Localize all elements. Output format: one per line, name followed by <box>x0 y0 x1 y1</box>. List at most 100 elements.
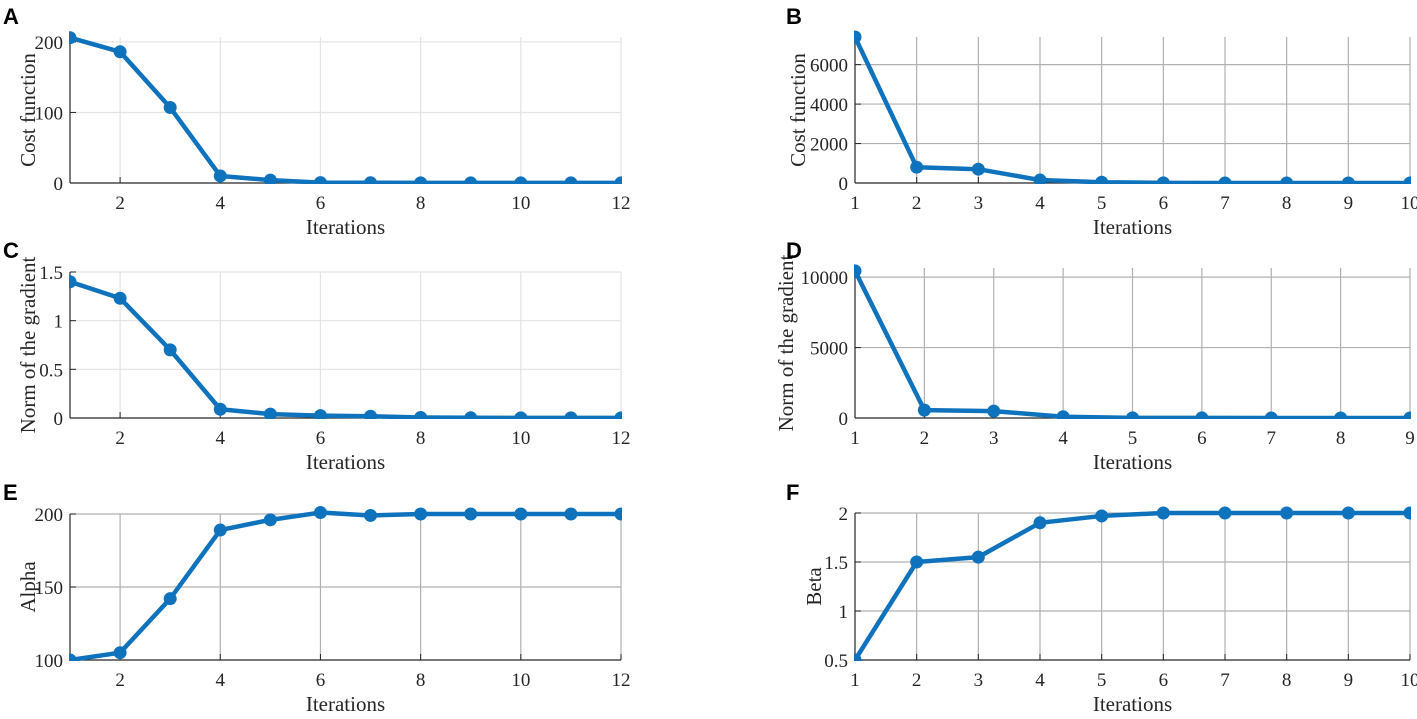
data-point <box>854 264 862 278</box>
x-tick-label: 4 <box>1035 193 1045 214</box>
data-point <box>614 507 622 521</box>
y-tick-label: 1 <box>54 312 64 333</box>
data-point <box>313 409 327 419</box>
data-point <box>213 523 227 537</box>
data-point <box>313 176 327 184</box>
y-tick-label: 100 <box>35 651 64 672</box>
data-point <box>263 407 277 419</box>
data-point <box>971 550 985 564</box>
data-point <box>263 173 277 184</box>
data-point <box>1341 176 1355 184</box>
data-point <box>514 176 528 184</box>
x-tick-label: 8 <box>1282 193 1292 214</box>
y-tick-label: 200 <box>35 33 64 54</box>
x-tick-label: 4 <box>1035 670 1045 691</box>
x-axis-label: Iterations <box>306 450 385 474</box>
x-tick-label: 10 <box>511 670 530 691</box>
y-axis-label: Alpha <box>16 561 40 613</box>
data-point <box>564 176 578 184</box>
data-point <box>910 555 924 569</box>
panel-label: F <box>786 480 799 505</box>
data-point <box>1403 411 1411 419</box>
y-tick-label: 0.5 <box>824 651 848 672</box>
x-tick-label: 10 <box>1401 670 1417 691</box>
y-tick-label: 5000 <box>810 339 848 360</box>
series-line <box>69 510 621 661</box>
series-line <box>69 35 621 184</box>
data-point <box>414 411 428 419</box>
data-point <box>213 402 227 416</box>
x-tick-label: 12 <box>612 670 631 691</box>
series-line <box>854 510 1410 661</box>
y-tick-label: 10000 <box>801 268 849 289</box>
data-point <box>113 646 127 660</box>
x-tick-label: 1 <box>850 670 860 691</box>
x-axis-label: Iterations <box>1093 692 1172 716</box>
x-tick-label: 12 <box>612 428 631 449</box>
data-point <box>1095 509 1109 523</box>
x-tick-label: 2 <box>115 193 125 214</box>
x-tick-label: 7 <box>1220 193 1230 214</box>
x-tick-label: 3 <box>974 193 984 214</box>
y-tick-label: 1 <box>839 602 849 623</box>
x-tick-label: 6 <box>316 670 326 691</box>
x-tick-label: 6 <box>316 193 326 214</box>
x-axis-label: Iterations <box>1093 450 1172 474</box>
data-point <box>514 411 528 419</box>
data-point <box>1334 411 1348 419</box>
data-point <box>464 411 478 419</box>
data-point <box>464 176 478 184</box>
x-tick-label: 3 <box>989 428 999 449</box>
data-point <box>313 506 327 520</box>
y-tick-label: 2000 <box>810 135 848 156</box>
x-tick-label: 10 <box>1401 193 1417 214</box>
data-point <box>1218 506 1232 520</box>
data-point <box>1403 176 1411 184</box>
x-tick-label: 4 <box>1058 428 1068 449</box>
data-point <box>414 507 428 521</box>
x-tick-label: 6 <box>316 428 326 449</box>
x-tick-label: 7 <box>1267 428 1277 449</box>
data-point <box>263 513 277 527</box>
data-point <box>1280 176 1294 184</box>
x-tick-label: 9 <box>1344 193 1354 214</box>
data-point <box>1033 516 1047 530</box>
data-point <box>1218 176 1232 184</box>
data-point <box>414 176 428 184</box>
data-point <box>464 507 478 521</box>
data-point <box>113 45 127 59</box>
x-tick-label: 8 <box>1336 428 1346 449</box>
data-point <box>364 508 378 522</box>
x-tick-label: 8 <box>416 193 426 214</box>
data-point <box>514 507 528 521</box>
data-point <box>971 162 985 176</box>
y-tick-label: 0.5 <box>39 360 63 381</box>
x-tick-label: 5 <box>1128 428 1138 449</box>
data-point <box>1095 175 1109 184</box>
data-point <box>163 101 177 115</box>
panel-label: E <box>3 480 18 505</box>
data-point <box>1280 506 1294 520</box>
data-point <box>1264 411 1278 419</box>
data-point <box>1341 506 1355 520</box>
data-point <box>564 507 578 521</box>
y-tick-label: 0 <box>54 174 64 195</box>
y-axis-label: Norm of the gradient <box>774 254 798 431</box>
y-axis-label: Cost function <box>16 53 40 167</box>
y-tick-label: 200 <box>35 505 64 526</box>
data-point <box>1056 410 1070 419</box>
data-point <box>69 31 77 45</box>
data-point <box>163 343 177 357</box>
x-tick-label: 2 <box>115 428 125 449</box>
data-point <box>987 404 1001 418</box>
x-tick-label: 2 <box>920 428 930 449</box>
x-tick-label: 5 <box>1097 193 1107 214</box>
x-axis-label: Iterations <box>306 215 385 239</box>
data-point <box>614 411 622 419</box>
x-tick-label: 1 <box>850 428 860 449</box>
x-tick-label: 4 <box>216 670 226 691</box>
data-point <box>614 176 622 184</box>
data-point <box>113 291 127 305</box>
data-point <box>910 160 924 174</box>
